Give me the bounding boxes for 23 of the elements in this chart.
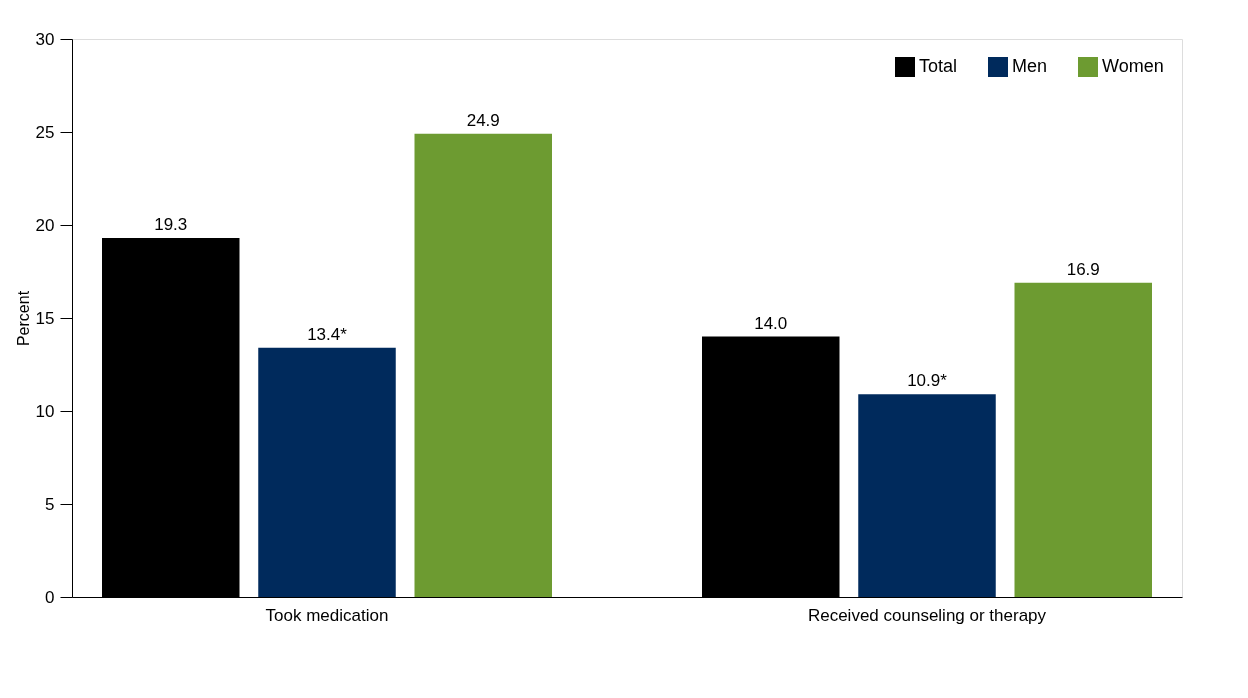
- data-label: 24.9: [466, 110, 500, 130]
- x-tick-label: Took medication: [265, 605, 389, 625]
- data-label: 16.9: [1066, 259, 1100, 279]
- legend-label: Total: [919, 56, 958, 76]
- data-label: 14.0: [754, 313, 788, 333]
- data-label: 13.4*: [307, 324, 348, 344]
- bar: [414, 133, 552, 597]
- y-tick-label: 25: [35, 122, 55, 142]
- y-tick-label: 30: [35, 29, 55, 49]
- y-tick-label: 0: [45, 587, 55, 607]
- legend-label: Men: [1012, 56, 1048, 76]
- y-tick-label: 20: [35, 215, 55, 235]
- bar: [1014, 282, 1152, 597]
- data-label: 10.9*: [907, 371, 948, 391]
- y-tick-label: 10: [35, 401, 55, 421]
- bar: [258, 347, 396, 597]
- y-tick-label: 15: [35, 308, 55, 328]
- y-tick-label: 5: [45, 494, 55, 514]
- x-tick-label: Received counseling or therapy: [807, 605, 1047, 625]
- data-label: 19.3: [154, 215, 188, 235]
- bar: [858, 394, 996, 597]
- legend-label: Women: [1102, 56, 1164, 76]
- y-axis-title: Percent: [14, 290, 32, 347]
